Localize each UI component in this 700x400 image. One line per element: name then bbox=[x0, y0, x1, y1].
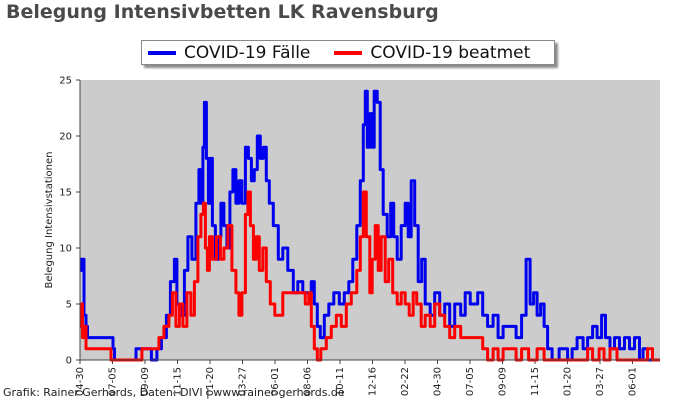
y-tick-label: 10 bbox=[59, 244, 72, 255]
x-tick-label: 07-05 bbox=[465, 367, 476, 396]
credit-text: Grafik: Rainer Gerhards, Daten: DIVI | w… bbox=[3, 386, 345, 399]
legend-label-beatmet: COVID-19 beatmet bbox=[370, 42, 531, 63]
x-tick-label: 04-30 bbox=[75, 367, 86, 396]
legend: COVID-19 Fälle COVID-19 beatmet bbox=[141, 40, 555, 65]
x-tick-label: 03-27 bbox=[595, 367, 606, 396]
legend-swatch-beatmet bbox=[334, 50, 363, 55]
x-tick-label: 11-15 bbox=[530, 367, 541, 396]
x-tick-label: 01-20 bbox=[205, 367, 216, 396]
x-tick-label: 11-15 bbox=[173, 367, 184, 396]
x-tick-label: 09-09 bbox=[140, 367, 151, 396]
x-tick-label: 06-01 bbox=[628, 367, 639, 396]
y-axis-label: Belegung Intensivstationen bbox=[44, 151, 55, 288]
legend-entry-faelle[interactable]: COVID-19 Fälle bbox=[148, 43, 310, 63]
x-tick-label: 12-16 bbox=[368, 367, 379, 396]
legend-swatch-faelle bbox=[148, 50, 176, 55]
series-line-faelle bbox=[79, 89, 660, 362]
x-tick-label: 03-27 bbox=[238, 367, 249, 396]
y-tick-label: 5 bbox=[66, 300, 72, 311]
y-tick-label: 25 bbox=[59, 76, 72, 87]
x-tick-label: 01-20 bbox=[563, 367, 574, 396]
legend-entry-beatmet[interactable]: COVID-19 beatmet bbox=[334, 43, 530, 63]
x-tick-label: 06-01 bbox=[270, 367, 281, 396]
x-tick-label: 02-22 bbox=[400, 367, 411, 396]
y-tick-label: 20 bbox=[59, 132, 72, 143]
series-line-beatmet bbox=[79, 190, 660, 362]
x-tick-label: 07-05 bbox=[108, 367, 119, 396]
x-tick-label: 10-11 bbox=[335, 367, 346, 396]
x-tick-label: 09-09 bbox=[498, 367, 509, 396]
x-tick-label: 08-06 bbox=[303, 367, 314, 396]
y-tick-label: 0 bbox=[66, 356, 72, 367]
x-tick-label: 04-30 bbox=[433, 367, 444, 396]
legend-label-faelle: COVID-19 Fälle bbox=[184, 42, 311, 63]
y-tick-label: 15 bbox=[59, 188, 72, 199]
chart-title: Belegung Intensivbetten LK Ravensburg bbox=[6, 1, 439, 23]
